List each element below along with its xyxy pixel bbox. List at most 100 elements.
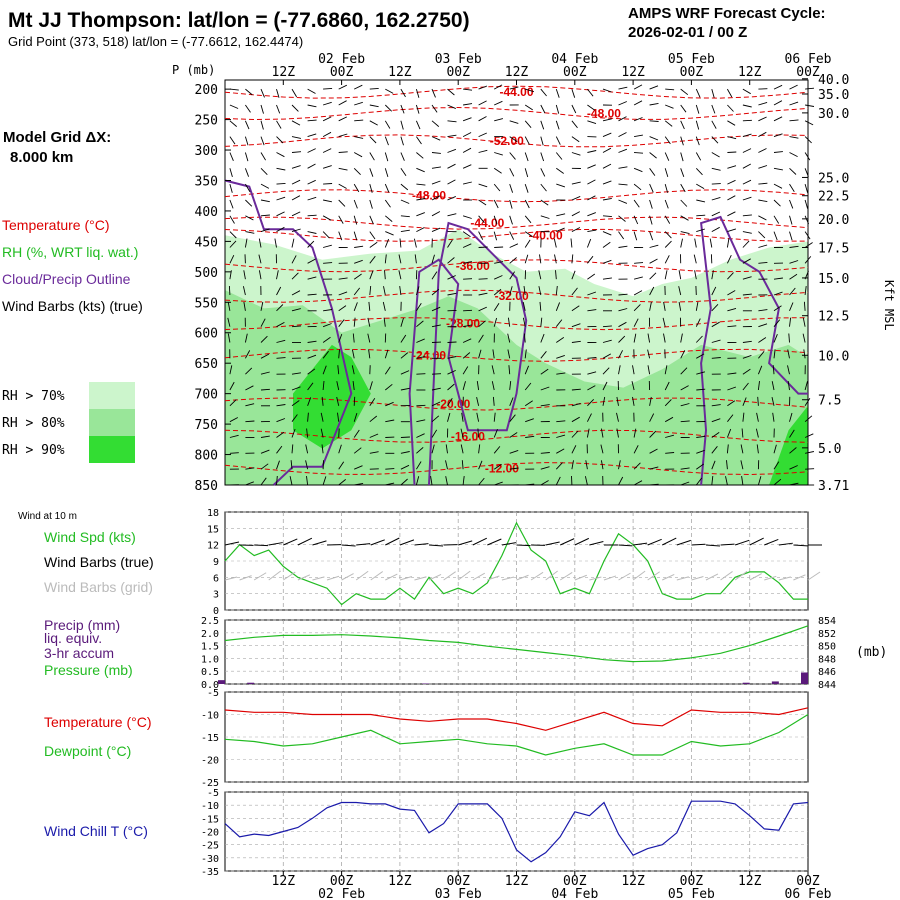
- wind-barb: [804, 286, 807, 296]
- bottom-time-tick-label: 12Z: [621, 874, 645, 889]
- wind-barb: [291, 228, 301, 233]
- wind-barb: [680, 367, 688, 375]
- wind-barb: [336, 381, 340, 391]
- wind-barb: [260, 318, 266, 327]
- isotherm-label: -44.00: [470, 216, 504, 230]
- isotherm-line: [224, 216, 809, 230]
- surface-grid-barb: [414, 576, 427, 581]
- wind-barb: [369, 415, 378, 423]
- wind-chill-panel-ytick-label: -20: [201, 828, 219, 839]
- wind-barb: [757, 381, 760, 391]
- wind-barb: [463, 309, 473, 312]
- wind-barb: [773, 291, 783, 296]
- wind-barb: [384, 238, 390, 248]
- wind-barb: [307, 119, 317, 122]
- wind-barb: [649, 301, 652, 311]
- wind-barb: [307, 133, 317, 138]
- wind-barb: [415, 120, 421, 130]
- wind-barb: [616, 428, 619, 438]
- surface-grid-barb: [662, 574, 675, 581]
- wind-barb: [789, 167, 797, 175]
- top-time-tick-label: 12Z: [388, 65, 412, 80]
- wind-barb: [556, 420, 566, 423]
- wind-barb: [727, 228, 737, 233]
- wind-chill-panel-ytick-label: -30: [201, 854, 219, 865]
- wind-barb: [695, 104, 700, 114]
- bottom-time-tick-label: 00Z: [330, 874, 354, 889]
- wind-panel-ytick-label: 3: [213, 590, 219, 601]
- surface-wind-barb: [516, 544, 531, 547]
- wind-barb: [322, 336, 331, 343]
- wind-barb: [556, 213, 566, 217]
- wind-barb: [243, 301, 246, 311]
- wind-barb: [229, 199, 234, 209]
- wind-barb: [664, 152, 670, 161]
- surface-wind-barb: [370, 539, 385, 546]
- isotherms: -44.00 -48.00 -52.00 -48.00 -44.00 -40.00 -36.…: [224, 85, 809, 476]
- wind-barb: [462, 381, 466, 391]
- wind-barb: [789, 136, 799, 139]
- wind-barb: [740, 444, 744, 454]
- wind-barb: [229, 215, 235, 224]
- precip-bar: [218, 680, 225, 684]
- surface-wind-barb: [589, 540, 604, 546]
- wind-barb: [571, 287, 578, 296]
- wind-barb: [727, 372, 737, 375]
- wind-barb: [664, 183, 669, 193]
- wind-barb: [556, 372, 566, 375]
- wind-speed-line: [224, 521, 808, 606]
- wind-barb: [307, 340, 317, 343]
- wind-barb: [742, 163, 752, 169]
- surface-panels: 0 3 6 9 12 15 18 Wind at 10 m Wind Spd (kts) Wind…: [18, 508, 887, 900]
- wind-barb: [695, 318, 701, 327]
- wind-barb: [509, 215, 513, 225]
- wind-barb: [727, 307, 737, 312]
- wind-barb: [695, 152, 702, 161]
- wind-barb: [804, 199, 809, 209]
- wind-barb: [727, 272, 734, 280]
- wind-barb: [276, 460, 280, 470]
- wind-barb: [509, 397, 514, 406]
- wind-barb: [493, 302, 500, 312]
- wind-barb: [524, 152, 529, 162]
- wind-barb: [742, 104, 752, 108]
- wind-barb: [773, 167, 783, 171]
- surface-grid-barb: [778, 576, 791, 581]
- wind-barb: [478, 320, 486, 328]
- wind-barb: [757, 476, 762, 486]
- surface-wind-barb: [676, 539, 691, 546]
- wind-barb: [556, 227, 565, 233]
- wind-barb: [320, 412, 324, 422]
- wind-barb: [556, 167, 564, 174]
- wind-barb: [727, 151, 737, 153]
- isotherm-line: [224, 85, 809, 99]
- wind-barb: [586, 428, 590, 438]
- wind-barb: [571, 88, 576, 98]
- wind-barb: [478, 100, 487, 106]
- wind-barb: [602, 132, 612, 138]
- wind-barb: [354, 119, 364, 122]
- wind-barb: [244, 136, 249, 146]
- wind-barb: [338, 231, 343, 241]
- wind-barb: [416, 227, 425, 233]
- bottom-date-label: 06 Feb: [785, 887, 832, 900]
- wind-barb: [242, 286, 246, 296]
- wind-barb: [509, 199, 513, 209]
- wind-barb: [758, 337, 767, 343]
- wind-barb: [695, 477, 703, 486]
- wind-barb: [587, 229, 597, 233]
- wind-barb: [307, 382, 314, 391]
- wind-barb: [509, 286, 513, 296]
- wind-barb: [353, 287, 361, 296]
- wind-barb: [618, 215, 626, 222]
- wind-barb: [509, 449, 519, 454]
- wind-barb: [476, 396, 480, 406]
- wind-barb: [462, 352, 471, 359]
- wind-barb: [416, 320, 424, 328]
- surface-grid-barb: [253, 572, 267, 581]
- wind-barb: [260, 449, 270, 454]
- wind-barb: [289, 476, 293, 486]
- wind-barb: [307, 293, 317, 296]
- wind-barb: [229, 120, 237, 127]
